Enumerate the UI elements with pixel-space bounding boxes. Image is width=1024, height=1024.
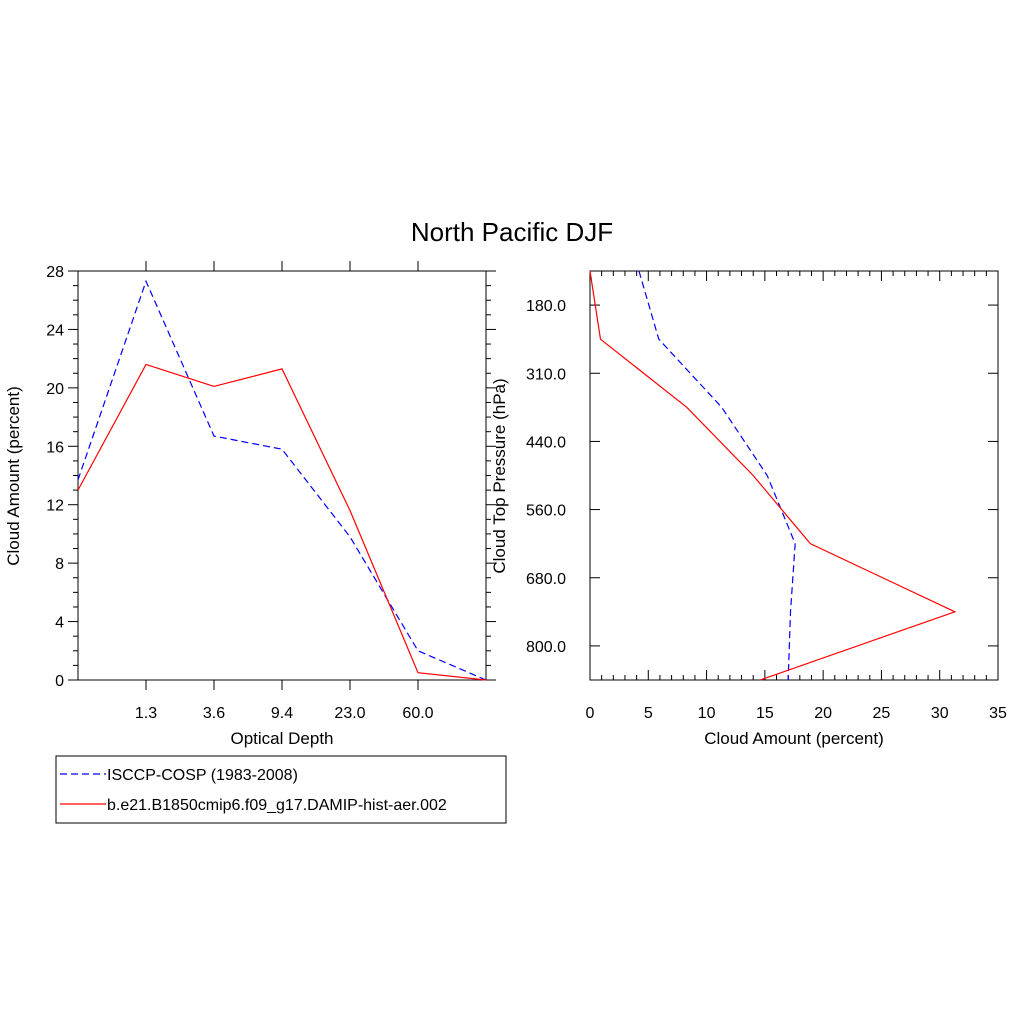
- left-y-tick-label: 0: [55, 673, 64, 690]
- right-x-tick-label: 20: [814, 705, 832, 722]
- right-series-line-1: [589, 270, 957, 681]
- left-y-axis-label: Cloud Amount (percent): [4, 386, 23, 566]
- right-x-tick-label: 30: [931, 705, 949, 722]
- right-y-tick-label: 800.0: [526, 639, 566, 656]
- left-series-line-1: [77, 363, 487, 681]
- left-y-tick-label: 24: [46, 322, 64, 339]
- right-x-tick-labels: 0 5 10 15 20 25 30 35: [586, 705, 1007, 722]
- right-tick-marks: [589, 271, 999, 680]
- left-y-tick-label: 12: [46, 498, 64, 515]
- left-series-group: [77, 279, 487, 681]
- left-x-tick-label: 23.0: [334, 705, 365, 722]
- left-x-tick-label: 9.4: [271, 705, 293, 722]
- right-series-group: [589, 270, 957, 681]
- left-y-tick-label: 4: [55, 615, 64, 632]
- right-x-tick-label: 25: [873, 705, 891, 722]
- legend-label-isccp: ISCCP-COSP (1983-2008): [107, 767, 298, 784]
- left-tick-marks: [68, 261, 496, 690]
- right-plot-frame: [589, 270, 999, 681]
- left-x-tick-label: 60.0: [402, 705, 433, 722]
- right-x-tick-label: 35: [989, 705, 1007, 722]
- chart-title: North Pacific DJF: [411, 217, 613, 247]
- right-y-tick-labels: 180.0 310.0 440.0 560.0 680.0 800.0: [526, 298, 566, 656]
- left-y-tick-label: 20: [46, 381, 64, 398]
- left-y-tick-label: 28: [46, 264, 64, 281]
- left-series-line-0: [77, 279, 487, 681]
- right-x-tick-label: 10: [698, 705, 716, 722]
- right-y-tick-label: 310.0: [526, 366, 566, 383]
- left-plot-frame: [77, 270, 487, 681]
- right-x-axis-label: Cloud Amount (percent): [704, 729, 884, 748]
- left-x-tick-label: 3.6: [203, 705, 225, 722]
- right-x-tick-label: 15: [756, 705, 774, 722]
- right-panel: 0 5 10 15 20 25 30 35 180.0 310.0 440.0 560.0 680.0…: [490, 270, 1007, 748]
- legend-box: [55, 755, 507, 824]
- legend: ISCCP-COSP (1983-2008) b.e21.B1850cmip6.…: [55, 755, 507, 824]
- left-y-tick-label: 16: [46, 439, 64, 456]
- right-y-tick-label: 680.0: [526, 571, 566, 588]
- right-series-line-0: [638, 270, 796, 681]
- left-x-tick-labels: 1.3 3.6 9.4 23.0 60.0: [135, 705, 434, 722]
- left-panel: 1.3 3.6 9.4 23.0 60.0 0 4 8 12 16 20 24 28 Optical …: [4, 261, 496, 748]
- right-y-axis-label: Cloud Top Pressure (hPa): [490, 378, 509, 573]
- right-x-tick-label: 0: [586, 705, 595, 722]
- left-x-axis-label: Optical Depth: [231, 729, 334, 748]
- right-y-tick-label: 560.0: [526, 503, 566, 520]
- right-y-tick-label: 440.0: [526, 434, 566, 451]
- legend-label-model: b.e21.B1850cmip6.f09_g17.DAMIP-hist-aer.…: [107, 797, 447, 814]
- right-x-tick-label: 5: [644, 705, 653, 722]
- left-y-tick-label: 8: [55, 556, 64, 573]
- left-x-tick-label: 1.3: [135, 705, 157, 722]
- left-y-tick-labels: 0 4 8 12 16 20 24 28: [46, 264, 64, 690]
- right-y-tick-label: 180.0: [526, 298, 566, 315]
